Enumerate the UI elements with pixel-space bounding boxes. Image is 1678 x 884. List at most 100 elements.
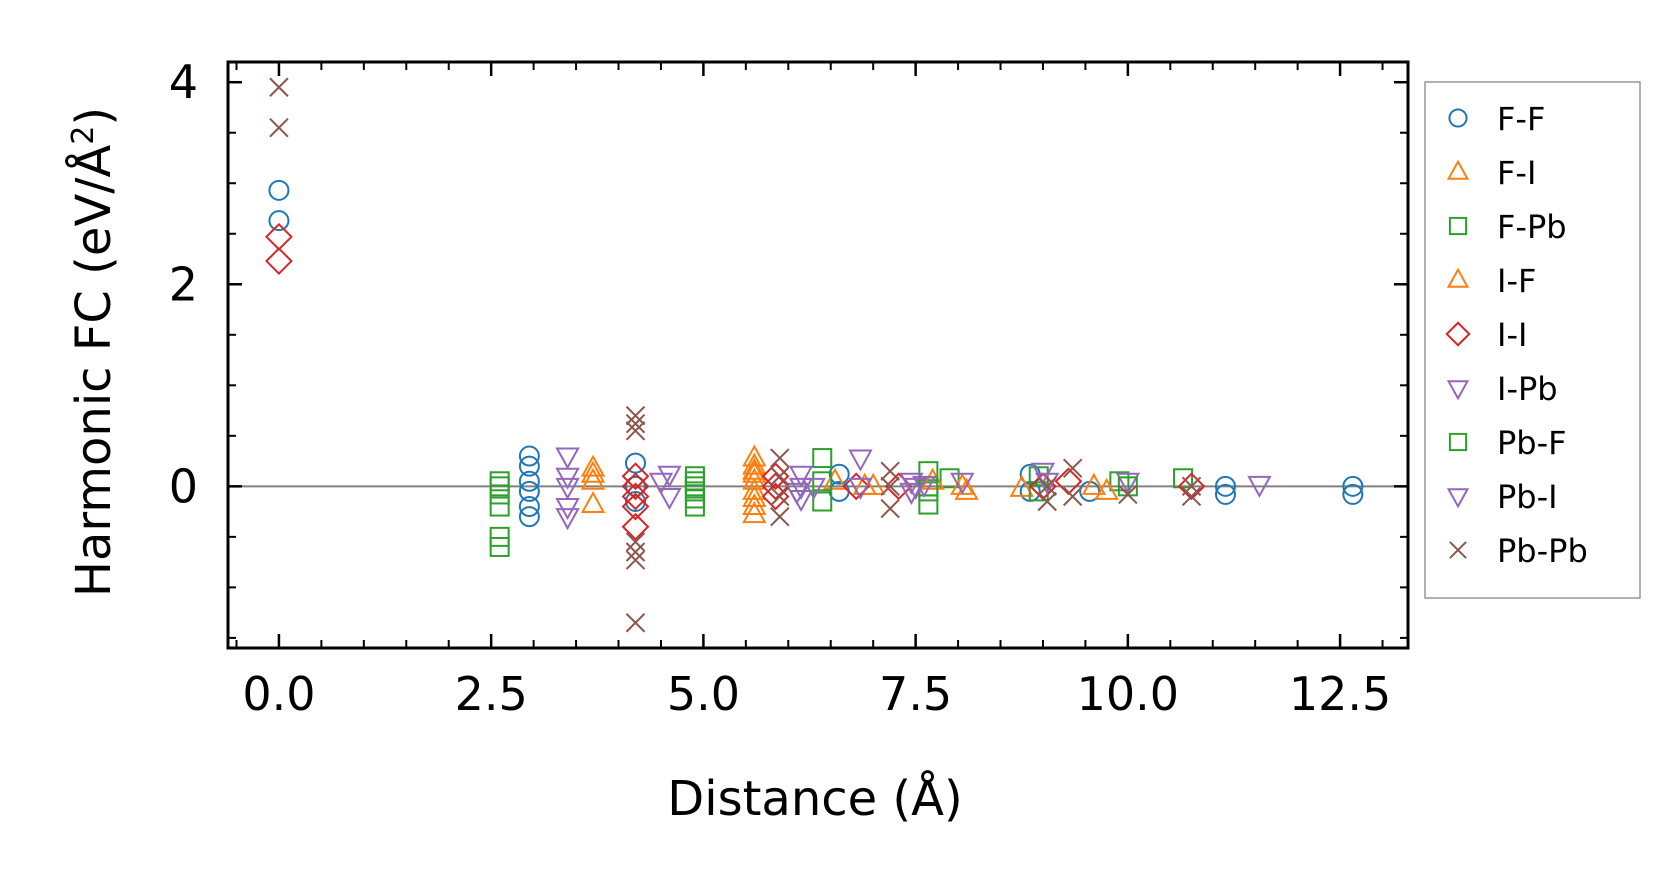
data-point	[625, 532, 646, 552]
legend: F-F F-I F-Pb I-F I-I I-Pb Pb-F Pb-I Pb-Pb	[1424, 81, 1641, 599]
data-point	[918, 494, 939, 515]
data-point	[1062, 458, 1083, 478]
data-point	[828, 463, 850, 485]
data-point	[518, 496, 540, 518]
y-tick-label: 0	[169, 459, 198, 513]
data-point	[621, 472, 650, 501]
data-point	[624, 491, 646, 512]
data-point	[1037, 476, 1057, 497]
data-point	[1009, 474, 1034, 497]
data-point	[742, 492, 767, 516]
legend-marker	[1448, 432, 1468, 452]
data-point	[899, 482, 924, 505]
x-tick-label: 0.0	[242, 667, 315, 721]
data-point	[684, 476, 705, 497]
data-point	[822, 467, 848, 490]
axis-ticks	[228, 62, 1408, 648]
data-point	[580, 490, 606, 514]
data-point	[1081, 472, 1107, 495]
data-point	[1247, 475, 1272, 498]
series-pb-i	[555, 472, 1272, 505]
x-tick-label: 5.0	[667, 667, 740, 721]
legend-label: I-I	[1497, 316, 1527, 354]
x-tick-label: 7.5	[879, 667, 952, 721]
y-tick-label: 4	[169, 55, 198, 109]
data-point	[1342, 475, 1364, 497]
data-point	[1094, 477, 1119, 500]
data-point	[1177, 472, 1206, 501]
y-tick-label: 2	[169, 257, 198, 311]
data-point	[648, 472, 674, 495]
x-axis-label: Distance (Å)	[667, 770, 962, 827]
legend-marker	[1449, 541, 1467, 559]
data-point	[268, 179, 290, 201]
data-point	[621, 512, 650, 541]
data-point	[880, 476, 900, 497]
y-axis-label-close: )	[66, 107, 122, 126]
data-point	[784, 482, 809, 505]
legend-label: I-Pb	[1497, 370, 1558, 408]
data-point	[684, 471, 705, 492]
data-point	[788, 465, 814, 488]
series-pb-pb	[269, 77, 1202, 633]
data-point	[770, 466, 790, 486]
data-point	[625, 413, 646, 434]
x-tick-label: 12.5	[1289, 667, 1391, 721]
data-point	[788, 477, 814, 500]
data-point	[625, 405, 646, 426]
data-point	[489, 471, 510, 492]
data-point	[742, 444, 767, 467]
legend-marker	[1446, 380, 1470, 401]
legend-marker	[1445, 321, 1471, 347]
data-point	[801, 477, 826, 500]
legend-label: F-I	[1497, 154, 1536, 192]
legend-label: Pb-F	[1497, 424, 1567, 462]
data-point	[1181, 486, 1202, 507]
data-point	[518, 445, 540, 467]
legend-label: Pb-Pb	[1497, 532, 1588, 570]
data-point	[621, 482, 650, 511]
data-point	[939, 468, 960, 489]
data-point	[770, 448, 790, 468]
data-point	[880, 461, 900, 481]
data-point	[848, 449, 873, 472]
data-point	[950, 472, 975, 495]
legend-marker	[1446, 159, 1470, 180]
series-f-i	[580, 444, 1107, 524]
data-point	[1035, 472, 1060, 495]
data-point	[1115, 472, 1141, 495]
data-point	[742, 457, 767, 480]
data-point	[580, 467, 606, 490]
data-point	[1181, 476, 1202, 497]
legend-label: F-F	[1497, 100, 1545, 138]
data-point	[880, 498, 900, 519]
data-point	[489, 536, 510, 557]
data-point	[624, 475, 646, 497]
legend-label: I-F	[1497, 262, 1536, 300]
series-f-f	[268, 179, 1364, 528]
data-point	[770, 486, 790, 507]
data-point	[621, 492, 650, 521]
data-point	[1342, 483, 1364, 505]
x-tick-label: 2.5	[455, 667, 528, 721]
data-point	[518, 480, 540, 502]
data-point	[555, 508, 580, 531]
data-point	[555, 477, 580, 500]
legend-marker	[1446, 267, 1470, 288]
data-point	[1118, 484, 1138, 505]
data-point	[269, 117, 289, 138]
data-point	[580, 460, 606, 483]
series-f-pb	[489, 448, 1194, 557]
y-axis-label-main: Harmonic FC (eV/Å	[65, 145, 122, 598]
data-point	[657, 465, 682, 488]
data-point	[518, 470, 540, 492]
data-point	[812, 491, 833, 512]
x-tick-label: 10.0	[1077, 667, 1179, 721]
legend-marker	[1448, 216, 1468, 236]
data-point	[761, 472, 790, 501]
y-axis-label-superscript: 2	[66, 126, 101, 145]
plot-frame	[226, 60, 1410, 650]
data-point	[742, 477, 767, 500]
data-point	[1214, 483, 1236, 505]
